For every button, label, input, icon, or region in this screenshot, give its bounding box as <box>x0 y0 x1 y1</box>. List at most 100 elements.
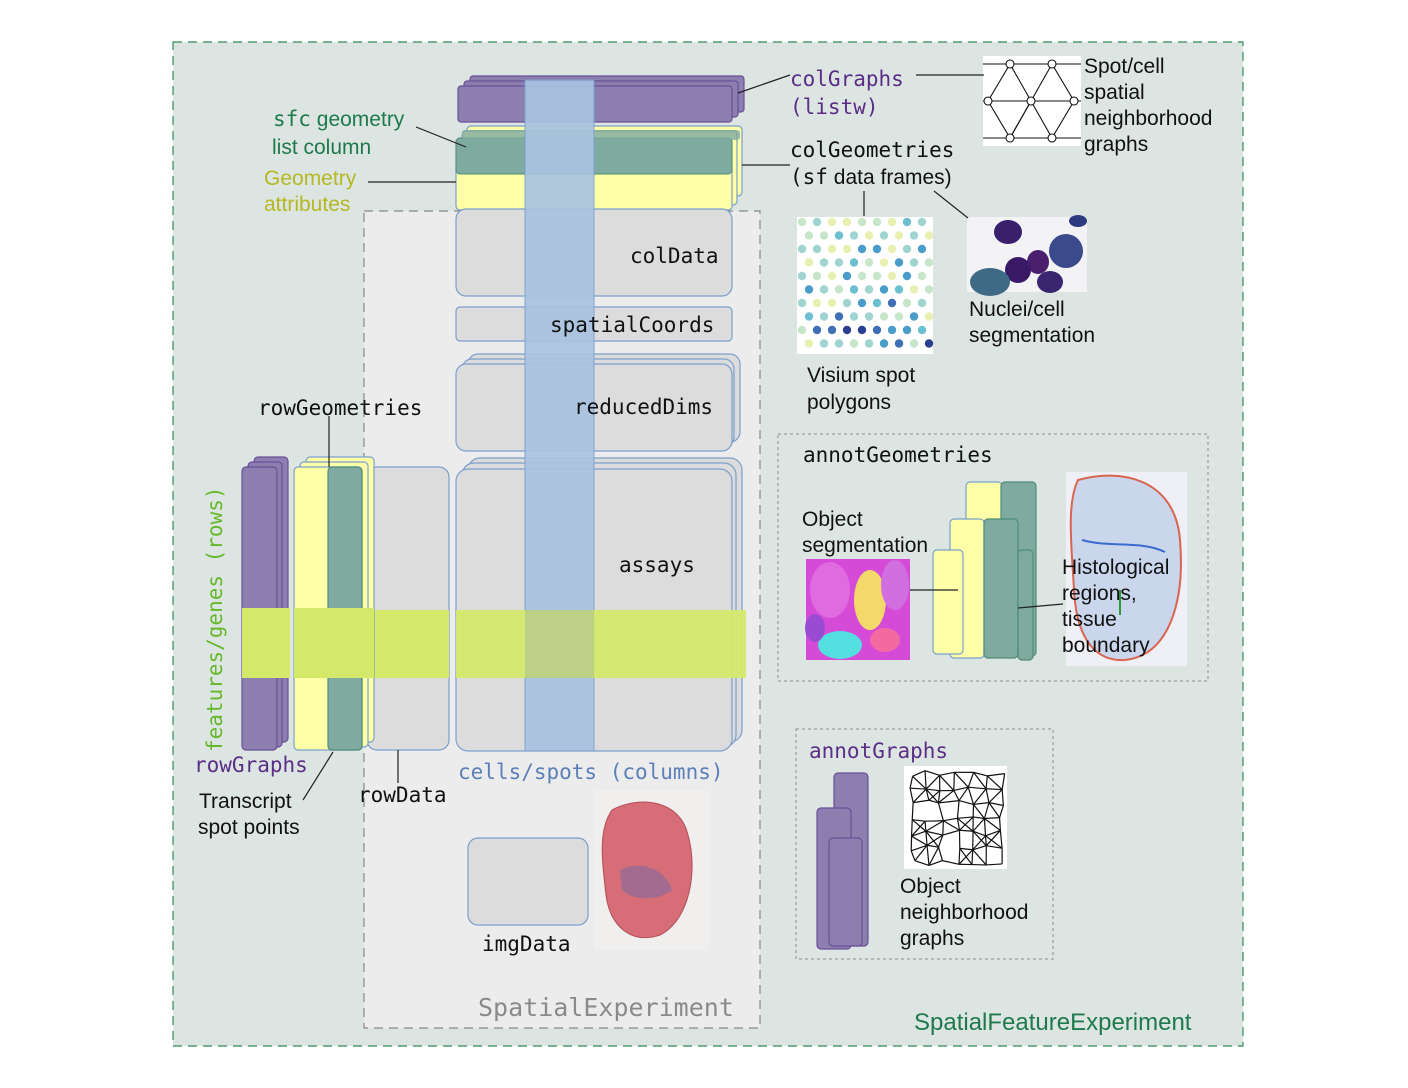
neighborhood-edge <box>984 818 1001 831</box>
visium-spot <box>872 271 882 281</box>
nuclei-image <box>967 215 1087 296</box>
visium-spot <box>849 339 859 348</box>
visium-spot <box>902 217 912 227</box>
listw-label: (listw) <box>790 95 879 119</box>
visium-spot <box>902 271 912 281</box>
visium-spot <box>812 298 822 308</box>
neighborhood-edge <box>924 770 927 790</box>
rowdata-label: rowData <box>358 783 447 807</box>
neighborhood-edge <box>911 844 928 852</box>
colgeometries-stack <box>455 125 743 211</box>
neighborhood-edge <box>988 802 1001 818</box>
visium-spot <box>894 231 904 240</box>
imgdata-label: imgData <box>482 932 571 956</box>
visium-spot <box>909 339 919 348</box>
colgraphs-stack <box>457 75 745 123</box>
neighborhood-edge <box>986 845 1003 849</box>
neighborhood-edge <box>926 844 939 848</box>
visium-spot <box>819 339 829 348</box>
visium-spot <box>924 285 934 294</box>
sfc-label-line2: list column <box>272 136 371 159</box>
neighborhood-edge <box>909 776 914 789</box>
neighborhood-edge <box>924 770 940 776</box>
visium-spot <box>797 271 807 281</box>
tissue-image <box>594 790 709 950</box>
neighborhood-edge <box>911 819 927 832</box>
spot-graph-image <box>983 56 1081 146</box>
neighborhood-edge <box>928 860 943 866</box>
annotgraphs-label: annotGraphs <box>809 739 948 763</box>
neighborhood-edge <box>953 772 955 791</box>
neighborhood-edge <box>988 802 1004 807</box>
objneigh-label: Object neighborhood graphs <box>900 875 1034 950</box>
coldata-label: colData <box>630 244 719 268</box>
neighborhood-edge <box>959 816 974 831</box>
visium-label-line2: polygons <box>807 391 891 414</box>
neighborhood-edge <box>928 799 939 804</box>
neighborhood-edge <box>937 834 944 848</box>
visium-spot <box>812 271 822 281</box>
neighborhood-edge <box>953 771 969 788</box>
visium-spot <box>872 217 882 227</box>
neighborhood-edge <box>914 860 930 866</box>
visium-spot <box>887 244 897 254</box>
visium-spot <box>924 312 934 321</box>
neighborhood-edge <box>924 821 927 832</box>
visium-spot <box>857 271 867 281</box>
visium-spot <box>819 231 829 240</box>
neighborhood-edge <box>984 817 1000 820</box>
neighborhood-edge <box>912 788 927 804</box>
neighborhood-edge <box>938 789 955 804</box>
rowgraphs-stack <box>241 456 290 751</box>
visium-spot <box>879 285 889 294</box>
neighborhood-edge <box>953 790 960 801</box>
visium-spot <box>894 285 904 294</box>
neighborhood-edge <box>967 772 975 788</box>
neighborhood-edge <box>956 800 960 819</box>
visium-spot <box>849 231 859 240</box>
neighborhood-edge <box>943 817 958 822</box>
neighborhood-edge <box>998 817 1001 831</box>
neighborhood-edge <box>999 830 1003 849</box>
neighborhood-edge <box>911 835 928 846</box>
neighborhood-edge <box>956 818 961 831</box>
neighborhood-edge <box>928 790 941 801</box>
neighborhood-edge <box>953 786 969 792</box>
neighborhood-edge <box>998 805 1004 818</box>
rowdata-box <box>366 466 450 751</box>
reduceddims-label: reducedDims <box>574 395 713 419</box>
visium-spot <box>834 258 844 267</box>
geometry-attributes-label: Geometry <box>264 167 357 190</box>
neighborhood-edge <box>967 787 975 805</box>
visium-spot <box>864 339 874 348</box>
visium-spot <box>879 312 889 321</box>
neighborhood-edge <box>925 774 941 790</box>
neighborhood-edge <box>925 831 928 846</box>
neighborhood-edge <box>972 835 986 851</box>
neighborhood-edge <box>926 845 930 866</box>
neighborhood-edge <box>973 802 990 806</box>
neighborhood-edge <box>959 829 974 832</box>
visium-spot <box>894 312 904 321</box>
neighborhood-edge <box>939 771 955 776</box>
visium-spot <box>909 231 919 240</box>
neighborhood-edge <box>925 830 943 836</box>
visium-spot <box>894 339 904 348</box>
neighborhood-edge <box>987 773 1005 777</box>
neighborhood-edge <box>911 802 914 820</box>
visium-spot <box>819 312 829 321</box>
neighborhood-edge <box>985 829 1001 837</box>
neighborhood-edge <box>912 775 927 790</box>
cells-spots-label: cells/spots (columns) <box>458 760 724 784</box>
neighborhood-edge <box>972 818 985 832</box>
annotgeometries-label: annotGeometries <box>803 443 993 467</box>
visium-spot <box>834 339 844 348</box>
objseg-label-line2: segmentation <box>802 534 928 557</box>
visium-spot <box>842 271 852 281</box>
neighborhood-edge <box>958 848 961 865</box>
visium-spot <box>797 217 807 227</box>
neighborhood-edge <box>942 860 960 865</box>
spot-graph-caption: Spot/cell spatial neighborhood graphs <box>1084 55 1218 156</box>
visium-spot <box>864 258 874 267</box>
sfe-label: SpatialFeatureExperiment <box>914 1009 1192 1036</box>
